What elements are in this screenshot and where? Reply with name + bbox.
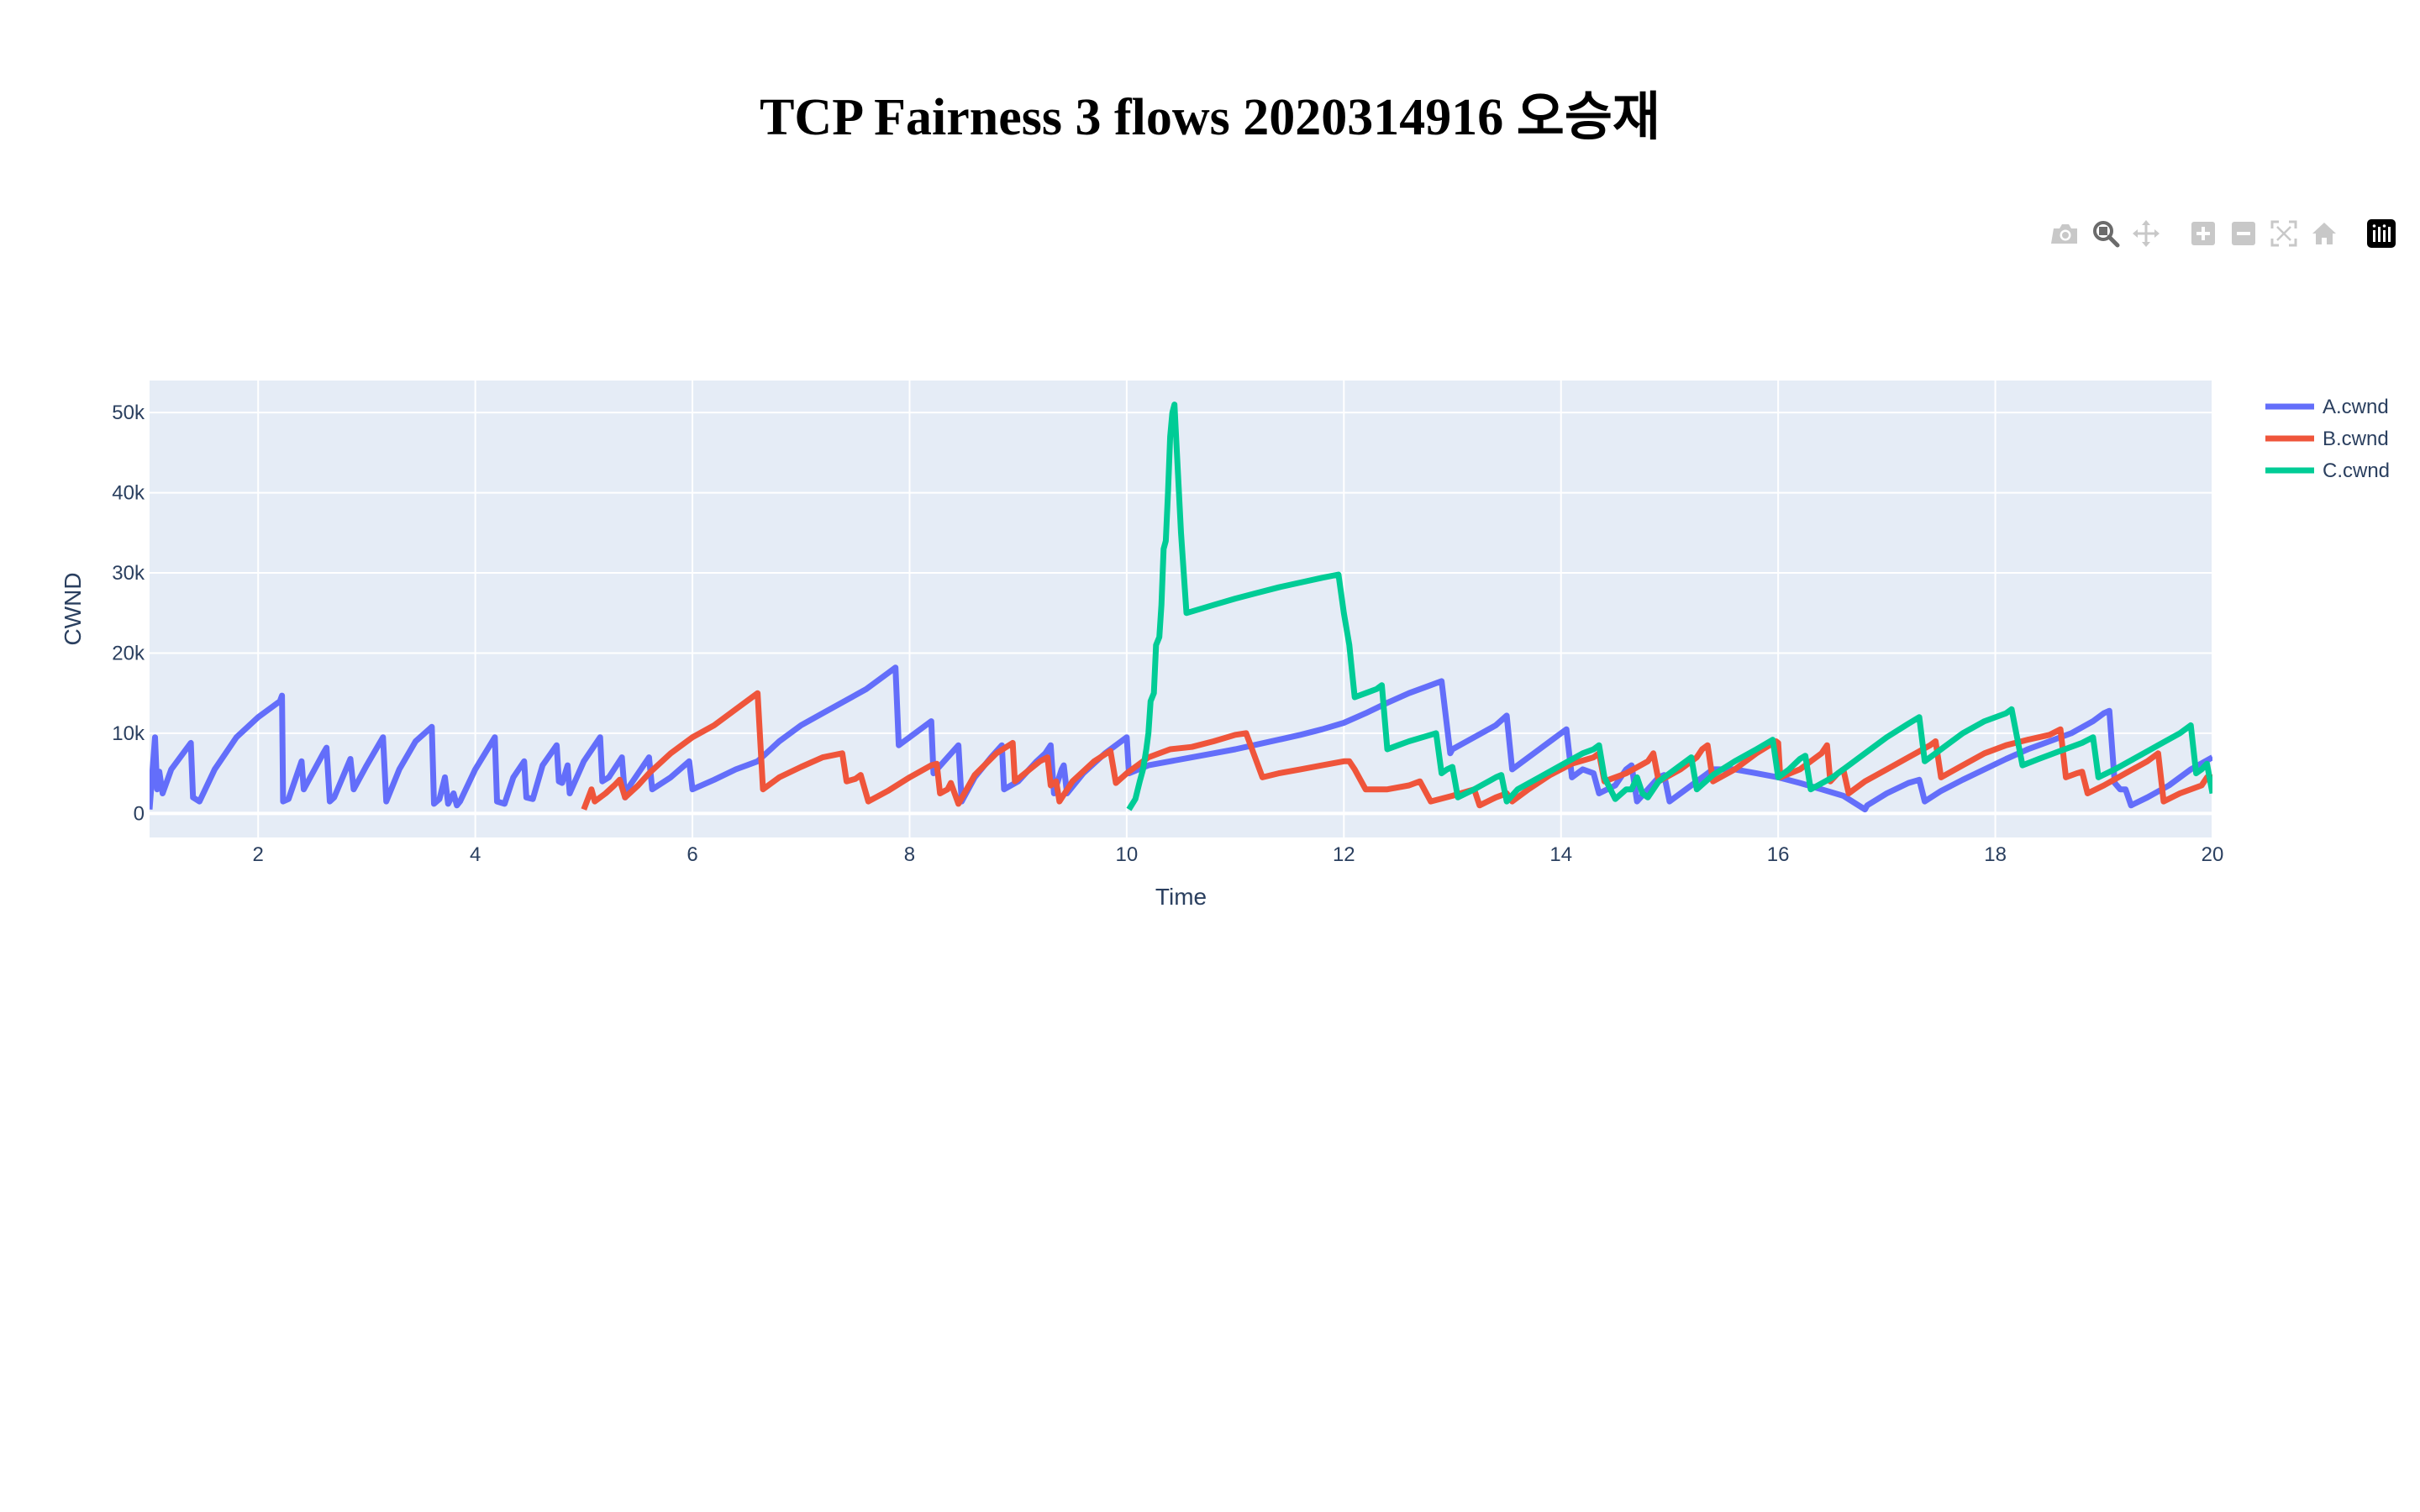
modebar <box>2050 217 2407 250</box>
x-tick-label: 18 <box>1984 843 2007 866</box>
x-tick-label: 8 <box>904 843 915 866</box>
x-tick-label: 16 <box>1767 843 1790 866</box>
series-line-c-cwnd <box>1126 402 2212 811</box>
y-tick-label: 40k <box>112 482 145 505</box>
plot-area <box>150 381 2212 837</box>
zoom-out-icon[interactable] <box>2228 218 2259 249</box>
series-line-b-cwnd <box>581 690 2212 811</box>
x-tick-label: 10 <box>1116 843 1139 866</box>
x-axis-title: Time <box>1155 884 1207 910</box>
legend-label: A.cwnd <box>2323 396 2389 418</box>
pan-icon[interactable] <box>2131 218 2161 249</box>
reset-axes-icon[interactable] <box>2309 218 2339 249</box>
plotly-logo-icon[interactable] <box>2366 218 2396 249</box>
y-tick-label: 50k <box>112 402 145 424</box>
camera-icon[interactable] <box>2050 218 2081 249</box>
x-tick-label: 4 <box>470 843 481 866</box>
legend-label: C.cwnd <box>2323 459 2390 482</box>
y-tick-label: 30k <box>112 562 145 585</box>
zoom-icon[interactable] <box>2091 218 2121 249</box>
y-tick-label: 10k <box>112 722 145 745</box>
zoom-in-icon[interactable] <box>2188 218 2218 249</box>
x-tick-label: 20 <box>2202 843 2224 866</box>
x-tick-label: 2 <box>253 843 264 866</box>
y-axis-title: CWND <box>60 572 86 645</box>
series-line-a-cwnd <box>150 664 2212 813</box>
x-tick-label: 14 <box>1549 843 1572 866</box>
y-tick-label: 20k <box>112 642 145 664</box>
y-tick-label: 0 <box>134 802 145 825</box>
x-tick-label: 12 <box>1333 843 1355 866</box>
chart-title: TCP Fairness 3 flows 2020314916 오승재 <box>760 89 1660 146</box>
autoscale-icon[interactable] <box>2269 218 2299 249</box>
x-tick-label: 6 <box>687 843 697 866</box>
legend-label: B.cwnd <box>2323 428 2389 450</box>
